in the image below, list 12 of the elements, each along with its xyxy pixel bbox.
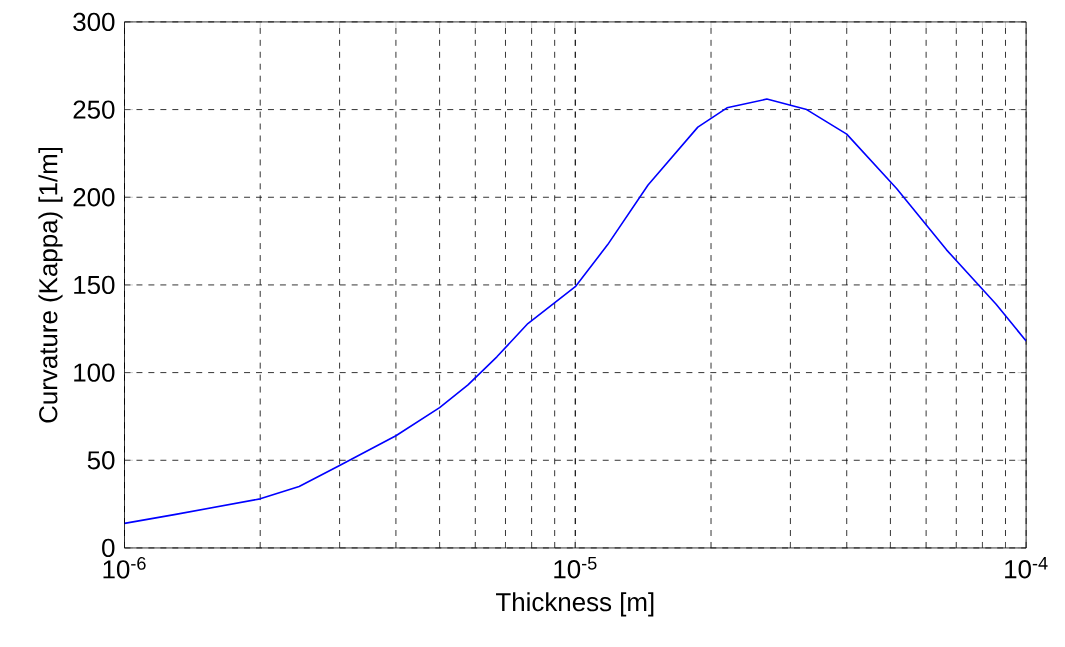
y-tick-label: 300 (73, 12, 115, 32)
y-tick-label: 250 (73, 100, 115, 119)
x-tick-label: 10$^{-4}$ (1005, 557, 1048, 579)
x-tick-label: 10$^{-5}$ (554, 557, 597, 579)
y-tick-label: 150 (74, 275, 115, 295)
y-tick-label: 100 (74, 363, 115, 382)
y-tick-label: 200 (73, 188, 115, 207)
y-tick-label: 0 (102, 538, 115, 558)
x-tick-label: 10$^{-6}$ (103, 557, 146, 579)
y-tick-label: 50 (87, 451, 115, 470)
x-axis-title: Thickness [m] (496, 592, 654, 617)
y-axis-title: Curvature (Kappa) [1/m] (38, 148, 63, 423)
